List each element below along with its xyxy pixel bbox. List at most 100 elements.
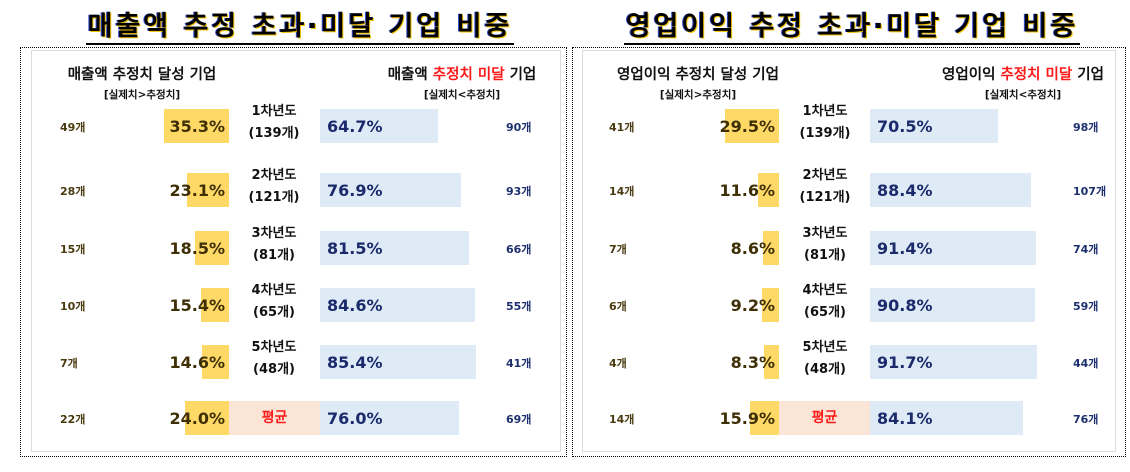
above-bar <box>750 401 779 435</box>
above-count: 49개 <box>60 121 86 134</box>
year-name: 2차년도 <box>802 168 848 183</box>
year-total: (65개) <box>253 305 295 320</box>
right-header-title: 매출액 추정치 미달 기업 <box>352 63 572 84</box>
below-count: 98개 <box>1073 121 1099 134</box>
year-name: 1차년도 <box>802 104 848 119</box>
year-name: 1차년도 <box>251 104 297 119</box>
above-pct: 8.3% <box>730 353 775 372</box>
right-header-pre: 매출액 <box>387 67 433 83</box>
below-pct: 76.9% <box>327 181 383 200</box>
above-bar <box>763 345 779 379</box>
below-bar <box>320 345 477 379</box>
below-pct: 84.6% <box>327 296 383 315</box>
above-bar <box>762 288 779 322</box>
average-row: 14개 15.9% 평균 84.1% 76개 <box>583 401 1115 437</box>
below-count: 107개 <box>1073 185 1107 198</box>
average-row: 22개 24.0% 평균 76.0% 69개 <box>32 401 560 437</box>
below-pct: 84.1% <box>877 409 933 428</box>
above-bar <box>185 401 229 435</box>
below-count: 44개 <box>1073 357 1099 370</box>
year-row: 49개 35.3% 1차년도 (139개) 64.7% 90개 <box>32 104 560 145</box>
below-bar <box>320 401 460 435</box>
left-header-title: 매출액 추정치 달성 기업 <box>67 67 217 83</box>
year-label: 2차년도 (121개) <box>234 165 314 209</box>
year-row: 6개 9.2% 4차년도 (65개) 90.8% 59개 <box>583 283 1115 324</box>
above-count: 41개 <box>609 121 635 134</box>
above-count: 10개 <box>60 300 86 313</box>
left-header: 영업이익 추정치 달성 기업 [실제치>추정치] <box>598 63 798 102</box>
above-bar <box>164 109 229 143</box>
above-count: 4개 <box>609 357 627 370</box>
right-header-pre: 영업이익 <box>942 67 1001 83</box>
below-bar <box>320 231 470 265</box>
average-label: 평균 <box>779 401 870 435</box>
year-row: 41개 29.5% 1차년도 (139개) 70.5% 98개 <box>583 104 1115 145</box>
below-pct: 85.4% <box>327 353 383 372</box>
below-bar <box>870 401 1024 435</box>
below-bar <box>870 345 1037 379</box>
year-total: (121개) <box>248 190 300 205</box>
right-header: 매출액 추정치 미달 기업 [실제치<추정치] <box>352 63 572 102</box>
right-header-post: 기업 <box>1072 67 1104 83</box>
below-count: 55개 <box>506 300 532 313</box>
below-pct: 91.7% <box>877 353 933 372</box>
below-bar <box>870 288 1036 322</box>
above-count: 6개 <box>609 300 627 313</box>
chart-frame <box>20 47 567 457</box>
year-label: 1차년도 (139개) <box>234 101 314 145</box>
year-total: (139개) <box>799 126 851 141</box>
above-bar <box>763 231 779 265</box>
year-total: (81개) <box>253 248 295 263</box>
chart-title-text: 매출액 추정 초과·미달 기업 비중 <box>85 11 515 45</box>
left-header: 매출액 추정치 달성 기업 [실제치>추정치] <box>42 63 242 102</box>
left-header-sub: [실제치>추정치] <box>103 89 181 101</box>
above-pct: 29.5% <box>719 117 775 136</box>
below-count: 76개 <box>1073 413 1099 426</box>
above-pct: 14.6% <box>169 353 225 372</box>
chart-title: 영업이익 추정 초과·미달 기업 비중 <box>612 4 1092 45</box>
below-pct: 76.0% <box>327 409 383 428</box>
year-label: 4차년도 (65개) <box>234 280 314 324</box>
below-pct: 70.5% <box>877 117 933 136</box>
above-bar <box>202 345 229 379</box>
above-count: 7개 <box>609 243 627 256</box>
year-row: 4개 8.3% 5차년도 (48개) 91.7% 44개 <box>583 340 1115 381</box>
above-pct: 9.2% <box>730 296 775 315</box>
year-total: (121개) <box>799 190 851 205</box>
below-bar <box>320 288 475 322</box>
below-pct: 64.7% <box>327 117 383 136</box>
below-count: 90개 <box>506 121 532 134</box>
year-row: 15개 18.5% 3차년도 (81개) 81.5% 66개 <box>32 226 560 267</box>
below-pct: 88.4% <box>877 181 933 200</box>
year-total: (48개) <box>804 362 846 377</box>
year-label: 5차년도 (48개) <box>234 337 314 381</box>
below-count: 66개 <box>506 243 532 256</box>
year-label: 3차년도 (81개) <box>234 223 314 267</box>
right-header-sub: [실제치<추정치] <box>423 89 501 101</box>
below-bar <box>870 173 1031 207</box>
above-pct: 24.0% <box>169 409 225 428</box>
above-pct: 15.9% <box>719 409 775 428</box>
below-pct: 91.4% <box>877 239 933 258</box>
year-name: 3차년도 <box>802 226 848 241</box>
right-header-title: 영업이익 추정치 미달 기업 <box>913 63 1130 84</box>
year-total: (48개) <box>253 362 295 377</box>
year-label: 5차년도 (48개) <box>785 337 865 381</box>
right-header-highlight: 추정치 미달 <box>432 67 505 83</box>
above-count: 22개 <box>60 413 86 426</box>
year-row: 28개 23.1% 2차년도 (121개) 76.9% 93개 <box>32 168 560 209</box>
year-total: (81개) <box>804 248 846 263</box>
year-name: 4차년도 <box>251 283 297 298</box>
year-row: 14개 11.6% 2차년도 (121개) 88.4% 107개 <box>583 168 1115 209</box>
chart-title: 매출액 추정 초과·미달 기업 비중 <box>60 4 540 45</box>
above-count: 15개 <box>60 243 86 256</box>
below-count: 69개 <box>506 413 532 426</box>
right-header-post: 기업 <box>504 67 537 83</box>
above-pct: 23.1% <box>169 181 225 200</box>
above-count: 14개 <box>609 185 635 198</box>
year-label: 4차년도 (65개) <box>785 280 865 324</box>
left-header-title: 영업이익 추정치 달성 기업 <box>617 67 779 83</box>
above-bar <box>186 173 229 207</box>
year-name: 2차년도 <box>251 168 297 183</box>
above-bar <box>195 231 229 265</box>
